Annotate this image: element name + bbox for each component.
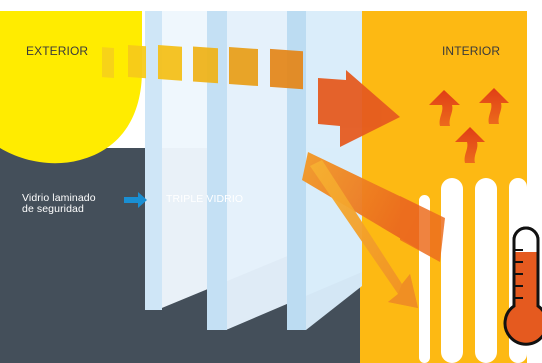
laminated-glass-label: Vidrio laminado de seguridad <box>22 193 132 215</box>
radiator-gap <box>430 200 441 363</box>
beam-segment <box>158 45 182 81</box>
heat-ray-short <box>310 160 418 308</box>
radiator-fin <box>475 178 497 363</box>
heat-arrow <box>479 88 509 124</box>
radiator-icon <box>388 178 527 363</box>
laminated-glass-label-line1: Vidrio laminado <box>22 192 96 204</box>
radiator-gap <box>497 198 509 363</box>
triple-glass-label: TRIPLE VIDRIO <box>166 193 244 205</box>
glass-pane-2-edge <box>207 11 227 330</box>
solar-beam <box>102 44 400 147</box>
thermometer-icon <box>503 226 542 346</box>
heat-arrow <box>455 127 485 163</box>
heat-ray-tip <box>388 274 418 308</box>
pointer-arrow-icon <box>124 192 147 208</box>
laminated-glass-label-line2: de seguridad <box>22 203 84 215</box>
beam-segment <box>229 47 258 87</box>
glass-pane-1-edge <box>145 11 162 310</box>
beam-segment <box>270 48 303 90</box>
radiator-fin <box>441 178 463 363</box>
radiator-gap <box>463 198 475 363</box>
thermometer-cap <box>512 226 540 241</box>
beam-segment <box>128 44 146 79</box>
heat-arrow <box>429 90 460 126</box>
interior-label: INTERIOR <box>442 44 501 58</box>
beam-segment <box>102 47 114 78</box>
glass-pane-3-edge <box>287 11 306 330</box>
heat-ray-overlay <box>400 196 445 262</box>
beam-segment <box>193 46 218 84</box>
beam-arrowhead <box>318 70 400 147</box>
heat-arrows-icon <box>429 88 509 163</box>
exterior-label: EXTERIOR <box>26 44 89 58</box>
